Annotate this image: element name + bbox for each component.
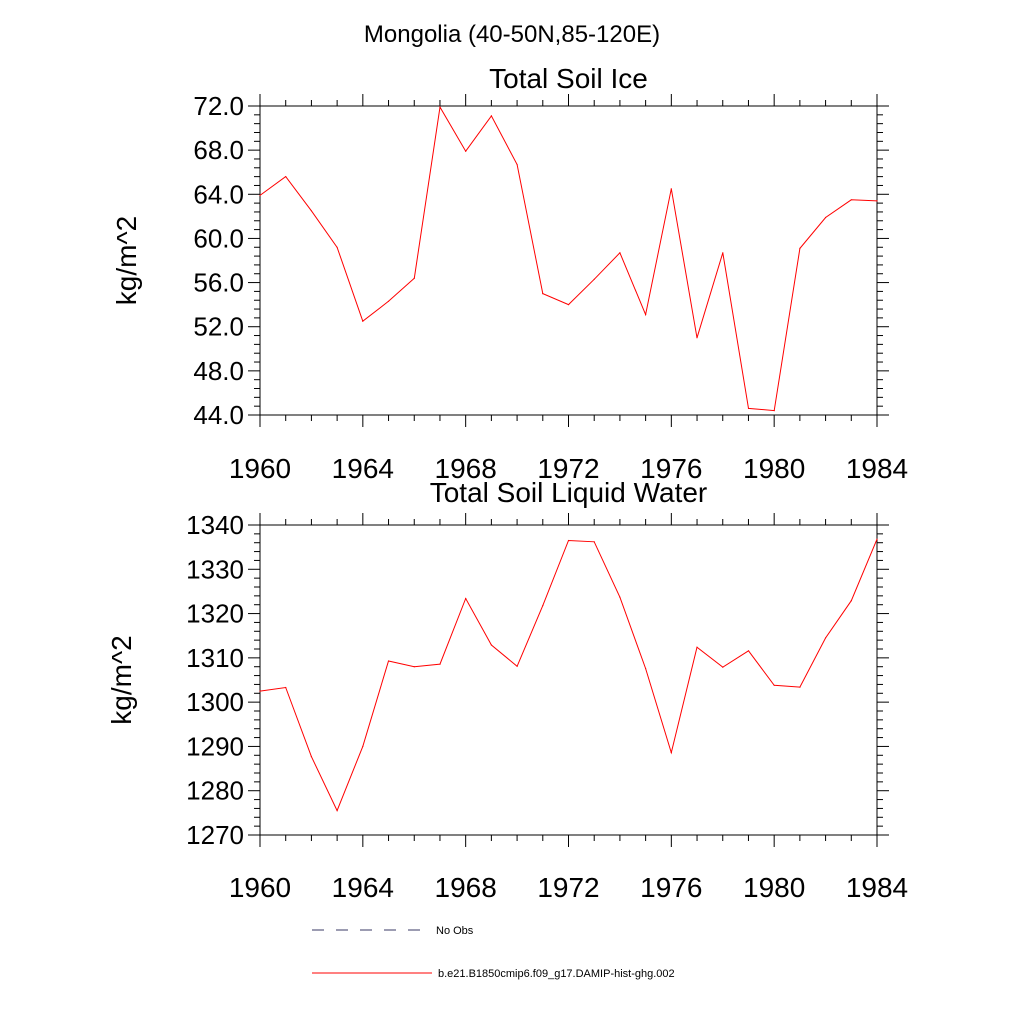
y-tick-label: 1280	[186, 776, 244, 806]
data-point	[799, 686, 801, 688]
chart-title: Total Soil Liquid Water	[430, 477, 708, 508]
x-tick-label: 1968	[435, 453, 497, 484]
data-point	[876, 538, 878, 540]
data-point	[850, 600, 852, 602]
data-point	[490, 115, 492, 117]
data-point	[490, 644, 492, 646]
x-tick-label: 1972	[537, 453, 599, 484]
series-line	[259, 539, 878, 812]
data-point	[439, 106, 441, 108]
x-tick-label: 1960	[229, 453, 291, 484]
data-point	[259, 690, 261, 692]
y-tick-label: 48.0	[193, 356, 244, 386]
x-tick-label: 1976	[640, 453, 702, 484]
plot-frame	[259, 105, 878, 416]
x-tick-label: 1984	[846, 453, 908, 484]
data-point	[747, 650, 750, 652]
data-point	[773, 684, 775, 686]
series-line	[259, 105, 878, 412]
x-tick-label: 1984	[846, 872, 908, 903]
data-point	[593, 278, 595, 280]
data-point	[516, 665, 518, 667]
data-point	[619, 596, 621, 598]
y-tick-label: 1300	[186, 687, 244, 717]
y-tick-label: 1320	[186, 599, 244, 629]
data-point	[542, 293, 544, 295]
chart-title: Total Soil Ice	[489, 63, 648, 94]
y-tick-label: 52.0	[193, 312, 244, 342]
data-point	[773, 410, 775, 412]
data-point	[387, 300, 390, 302]
x-tick-label: 1972	[537, 872, 599, 903]
y-axis-label: kg/m^2	[106, 635, 137, 724]
data-point	[850, 199, 852, 201]
plot-frame	[259, 524, 878, 836]
legend-label-no-obs: No Obs	[436, 925, 474, 937]
y-tick-label: 1290	[186, 731, 244, 761]
data-point	[387, 660, 390, 662]
data-point	[362, 320, 364, 322]
y-tick-label: 60.0	[193, 223, 244, 253]
x-tick-label: 1960	[229, 872, 291, 903]
data-point	[670, 752, 672, 754]
data-point	[336, 810, 338, 812]
data-point	[542, 605, 544, 607]
y-tick-label: 1310	[186, 643, 244, 673]
x-tick-label: 1964	[332, 453, 394, 484]
data-point	[593, 541, 595, 543]
data-point	[336, 246, 338, 248]
y-tick-label: 68.0	[193, 135, 244, 165]
data-point	[362, 745, 364, 748]
data-point	[825, 637, 827, 639]
data-point	[825, 216, 827, 219]
data-point	[799, 247, 801, 249]
data-point	[413, 666, 415, 668]
data-point	[696, 337, 698, 339]
data-point	[439, 663, 441, 665]
data-point	[670, 188, 672, 190]
data-point	[696, 646, 698, 648]
y-tick-label: 1340	[186, 510, 244, 540]
data-point	[722, 666, 724, 668]
y-axis-label: kg/m^2	[111, 216, 142, 305]
data-point	[567, 539, 570, 542]
data-point	[259, 194, 261, 196]
y-tick-label: 1330	[186, 554, 244, 584]
x-tick-label: 1968	[435, 872, 497, 903]
data-point	[285, 686, 287, 689]
page-title: Mongolia (40-50N,85-120E)	[364, 21, 660, 48]
data-point	[465, 150, 467, 152]
y-tick-label: 72.0	[193, 91, 244, 121]
legend: No Obs b.e21.B1850cmip6.f09_g17.DAMIP-hi…	[312, 925, 675, 980]
x-tick-label: 1964	[332, 872, 394, 903]
y-tick-label: 1270	[186, 820, 244, 850]
data-point	[722, 252, 724, 254]
data-point	[645, 314, 647, 316]
data-point	[645, 667, 647, 670]
y-tick-label: 56.0	[193, 268, 244, 298]
legend-label-model: b.e21.B1850cmip6.f09_g17.DAMIP-hist-ghg.…	[438, 968, 675, 980]
y-tick-label: 44.0	[193, 400, 244, 430]
panel-total-soil-ice: Total Soil Ice 44.0 48.0 52.0 56.0 60.0 64.0 68…	[111, 63, 908, 484]
x-tick-label: 1980	[743, 453, 805, 484]
data-point	[567, 304, 570, 306]
data-point	[516, 163, 518, 166]
data-point	[285, 176, 287, 178]
panel-total-soil-liquid-water: Total Soil Liquid Water 1270 1280 1290 1300 1…	[106, 477, 908, 903]
x-tick-label: 1976	[640, 872, 702, 903]
data-point	[413, 277, 415, 279]
data-point	[747, 407, 750, 409]
y-tick-label: 64.0	[193, 179, 244, 209]
data-point	[619, 252, 621, 254]
data-point	[876, 200, 878, 202]
data-point	[310, 210, 312, 212]
data-point	[310, 756, 312, 758]
x-tick-label: 1980	[743, 872, 805, 903]
data-point	[465, 597, 467, 600]
